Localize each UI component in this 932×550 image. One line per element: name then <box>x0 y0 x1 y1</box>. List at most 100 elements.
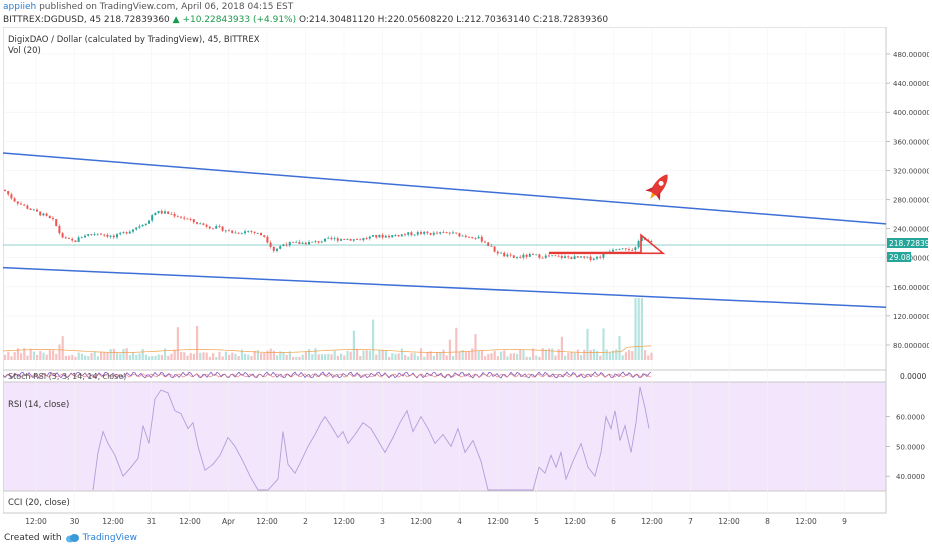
time-tick-label: 12:00 <box>102 517 124 526</box>
candle-body <box>256 232 259 234</box>
candle-body <box>164 211 166 214</box>
volume-bar <box>250 356 253 360</box>
candle-body <box>173 214 176 217</box>
candle-body <box>4 190 6 192</box>
time-axis[interactable]: 12:00 30 12:00 31 12:00 Apr 12:00 2 12:00 3 12:00 4… <box>25 517 847 526</box>
time-tick-label: 31 <box>147 517 157 526</box>
author-link[interactable]: appiieh <box>3 2 37 12</box>
candle-body <box>343 239 346 240</box>
volume-bar <box>317 354 320 360</box>
volume-bar <box>68 355 71 360</box>
rsi-axis: 60.0000 50.0000 40.0000 <box>886 414 925 481</box>
volume-bar <box>621 355 624 360</box>
stoch-rsi-line <box>3 371 652 379</box>
volume-bar <box>16 348 19 360</box>
candle-body <box>650 241 653 243</box>
candle-body <box>208 226 211 229</box>
volume-bar <box>528 356 531 360</box>
volume-bar <box>493 351 496 360</box>
volume-bar <box>263 353 266 360</box>
volume-bar <box>36 354 39 360</box>
stoch-rsi-pane[interactable] <box>3 369 887 383</box>
candle-body <box>189 219 192 220</box>
volume-bar <box>400 348 403 360</box>
volume-bar <box>445 355 448 360</box>
volume-bar <box>55 353 58 360</box>
candle-body <box>423 231 426 234</box>
candle-body <box>519 256 522 258</box>
volume-bar <box>48 350 51 360</box>
candle-body <box>58 225 61 234</box>
volume-bar <box>455 327 458 360</box>
time-tick-label: 12:00 <box>487 517 509 526</box>
volume-bar <box>532 348 535 360</box>
channel-upper-line[interactable] <box>3 152 887 225</box>
volume-bar <box>407 356 410 360</box>
tradingview-link[interactable]: TradingView <box>82 533 137 543</box>
volume-bar <box>592 349 595 360</box>
candle-body <box>132 229 134 232</box>
candle-body <box>80 237 83 239</box>
chart-canvas[interactable]: 480.00000000440.00000000400.00000000360.… <box>3 27 929 532</box>
triangle-pattern[interactable] <box>549 233 666 255</box>
price-axis[interactable]: 480.00000000 440.00000000 400.00000000 360.… <box>886 51 929 350</box>
candle-body <box>260 232 262 236</box>
candle-body <box>48 215 51 218</box>
candle-body <box>61 233 64 238</box>
price-pane[interactable] <box>3 27 887 371</box>
volume-bar <box>410 353 413 360</box>
volume-bar <box>615 349 618 360</box>
volume-bar <box>77 352 80 360</box>
ohlc-text: O:214.30481120 H:220.05608220 L:212.7036… <box>299 15 609 25</box>
volume-bar <box>605 349 608 360</box>
volume-bar <box>173 349 176 360</box>
volume-bar <box>612 350 615 360</box>
time-tick-label: 9 <box>842 517 847 526</box>
volume-bar <box>570 351 573 360</box>
candle-body <box>154 212 157 216</box>
cci-pane[interactable] <box>3 490 887 514</box>
candle-body <box>596 256 598 259</box>
candle-body <box>532 253 534 255</box>
volume-bar <box>362 350 365 360</box>
candle-body <box>544 255 547 258</box>
candle-body <box>176 216 179 218</box>
volume-bar <box>256 350 259 360</box>
volume-bar <box>336 355 339 360</box>
channel-lower-line[interactable] <box>3 266 887 308</box>
candle-body <box>244 231 246 234</box>
volume-bar <box>484 356 487 360</box>
volume-bar <box>468 351 471 360</box>
volume-bar <box>628 350 631 360</box>
candle-body <box>442 232 445 233</box>
candle-body <box>135 227 138 230</box>
candle-body <box>68 237 70 239</box>
candle-body <box>378 234 381 238</box>
volume-bar <box>71 354 74 360</box>
candle-body <box>586 256 589 258</box>
time-tick-label: Apr <box>222 517 236 526</box>
candle-body <box>445 232 448 234</box>
candle-body <box>263 235 266 237</box>
volume-bar <box>183 352 186 360</box>
volume-bar <box>634 298 637 360</box>
candle-body <box>624 248 627 250</box>
volume-bar <box>151 356 154 360</box>
volume-bar <box>180 351 183 360</box>
candle-body <box>10 194 13 199</box>
candle-body <box>567 256 570 258</box>
candle-body <box>413 234 416 236</box>
candle-body <box>304 242 307 245</box>
candle-body <box>250 231 253 232</box>
volume-bar <box>154 355 157 360</box>
chart-title: DigixDAO / Dollar (calculated by Trading… <box>8 35 260 45</box>
candle-body <box>634 247 637 251</box>
volume-bar <box>304 351 307 360</box>
last-volume-badge <box>887 252 911 262</box>
candle-body <box>116 234 118 238</box>
volume-bar <box>314 348 317 360</box>
volume-bar <box>596 351 599 360</box>
volume-bar <box>74 356 77 360</box>
volume-bar <box>164 348 167 360</box>
time-tick-label: 12:00 <box>410 517 432 526</box>
